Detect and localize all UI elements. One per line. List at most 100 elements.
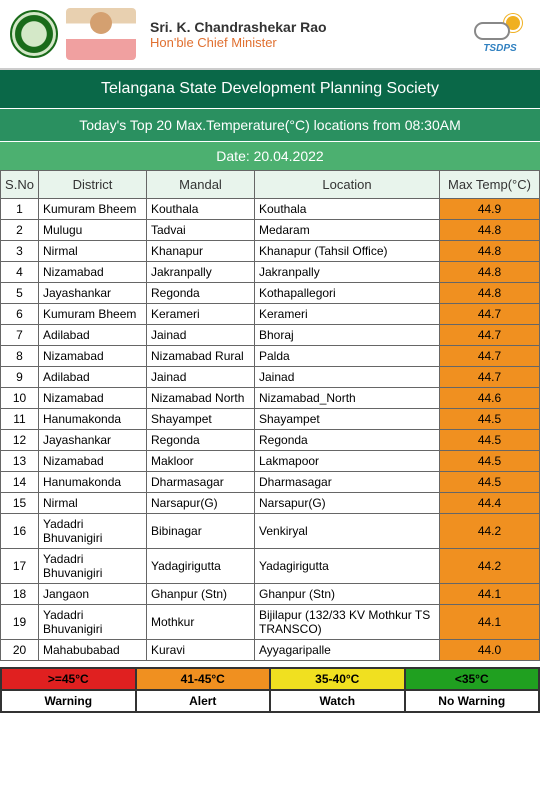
cell-district: Adilabad: [39, 367, 147, 388]
cell-location: Bhoraj: [255, 325, 440, 346]
legend-label: Alert: [136, 690, 271, 712]
cell-location: Palda: [255, 346, 440, 367]
cell-mandal: Khanapur: [147, 241, 255, 262]
temperature-table: S.No District Mandal Location Max Temp(°…: [0, 170, 540, 661]
cell-temp: 44.7: [440, 367, 540, 388]
cell-district: Mahabubabad: [39, 640, 147, 661]
cell-temp: 44.4: [440, 493, 540, 514]
cell-mandal: Nizamabad North: [147, 388, 255, 409]
cell-sno: 5: [1, 283, 39, 304]
cell-mandal: Narsapur(G): [147, 493, 255, 514]
legend-range: <35°C: [405, 668, 540, 690]
cell-district: Nizamabad: [39, 388, 147, 409]
cell-district: Jangaon: [39, 584, 147, 605]
cell-district: Yadadri Bhuvanigiri: [39, 549, 147, 584]
cell-temp: 44.8: [440, 262, 540, 283]
cell-temp: 44.8: [440, 220, 540, 241]
cell-sno: 20: [1, 640, 39, 661]
cell-district: Nirmal: [39, 493, 147, 514]
cell-temp: 44.8: [440, 283, 540, 304]
cell-sno: 9: [1, 367, 39, 388]
cell-location: Bijilapur (132/33 KV Mothkur TS TRANSCO): [255, 605, 440, 640]
cell-temp: 44.7: [440, 346, 540, 367]
cell-sno: 18: [1, 584, 39, 605]
cell-sno: 14: [1, 472, 39, 493]
cell-location: Khanapur (Tahsil Office): [255, 241, 440, 262]
cell-mandal: Makloor: [147, 451, 255, 472]
col-district: District: [39, 171, 147, 199]
cell-mandal: Yadagirigutta: [147, 549, 255, 584]
cell-district: Jayashankar: [39, 283, 147, 304]
table-row: 17Yadadri BhuvanigiriYadagiriguttaYadagi…: [1, 549, 540, 584]
table-row: 13NizamabadMakloorLakmapoor44.5: [1, 451, 540, 472]
cell-location: Jainad: [255, 367, 440, 388]
cell-mandal: Jakranpally: [147, 262, 255, 283]
cell-sno: 7: [1, 325, 39, 346]
cell-location: Nizamabad_North: [255, 388, 440, 409]
cell-district: Kumuram Bheem: [39, 199, 147, 220]
cell-district: Nizamabad: [39, 262, 147, 283]
date-banner: Date: 20.04.2022: [0, 141, 540, 170]
legend-label: Warning: [1, 690, 136, 712]
legend-range: 41-45°C: [136, 668, 271, 690]
table-row: 8NizamabadNizamabad RuralPalda44.7: [1, 346, 540, 367]
cell-location: Regonda: [255, 430, 440, 451]
cell-temp: 44.7: [440, 325, 540, 346]
cell-location: Yadagirigutta: [255, 549, 440, 584]
cell-district: Adilabad: [39, 325, 147, 346]
table-row: 15NirmalNarsapur(G)Narsapur(G)44.4: [1, 493, 540, 514]
cell-district: Yadadri Bhuvanigiri: [39, 605, 147, 640]
cell-mandal: Mothkur: [147, 605, 255, 640]
table-row: 18JangaonGhanpur (Stn)Ghanpur (Stn)44.1: [1, 584, 540, 605]
cell-mandal: Tadvai: [147, 220, 255, 241]
table-row: 10NizamabadNizamabad NorthNizamabad_Nort…: [1, 388, 540, 409]
cell-district: Mulugu: [39, 220, 147, 241]
cell-location: Narsapur(G): [255, 493, 440, 514]
cell-temp: 44.5: [440, 430, 540, 451]
cell-mandal: Regonda: [147, 283, 255, 304]
title-banner: Today's Top 20 Max.Temperature(°C) locat…: [0, 108, 540, 141]
cell-mandal: Nizamabad Rural: [147, 346, 255, 367]
cell-mandal: Kuravi: [147, 640, 255, 661]
cell-location: Medaram: [255, 220, 440, 241]
cell-temp: 44.1: [440, 584, 540, 605]
cell-temp: 44.7: [440, 304, 540, 325]
cell-temp: 44.8: [440, 241, 540, 262]
cell-location: Ayyagaripalle: [255, 640, 440, 661]
table-row: 7AdilabadJainadBhoraj44.7: [1, 325, 540, 346]
table-row: 1Kumuram BheemKouthalaKouthala44.9: [1, 199, 540, 220]
cell-location: Ghanpur (Stn): [255, 584, 440, 605]
cell-district: Hanumakonda: [39, 472, 147, 493]
cell-temp: 44.1: [440, 605, 540, 640]
table-row: 9AdilabadJainadJainad44.7: [1, 367, 540, 388]
cell-sno: 3: [1, 241, 39, 262]
legend-range: >=45°C: [1, 668, 136, 690]
cell-location: Shayampet: [255, 409, 440, 430]
table-row: 11HanumakondaShayampetShayampet44.5: [1, 409, 540, 430]
legend-range: 35-40°C: [270, 668, 405, 690]
cm-name: Sri. K. Chandrashekar Rao: [150, 19, 462, 35]
table-header-row: S.No District Mandal Location Max Temp(°…: [1, 171, 540, 199]
cell-location: Dharmasagar: [255, 472, 440, 493]
cell-district: Kumuram Bheem: [39, 304, 147, 325]
cell-sno: 6: [1, 304, 39, 325]
cell-sno: 1: [1, 199, 39, 220]
legend-label: No Warning: [405, 690, 540, 712]
table-row: 14HanumakondaDharmasagarDharmasagar44.5: [1, 472, 540, 493]
col-location: Location: [255, 171, 440, 199]
cell-sno: 8: [1, 346, 39, 367]
cell-sno: 13: [1, 451, 39, 472]
cell-temp: 44.5: [440, 451, 540, 472]
col-mandal: Mandal: [147, 171, 255, 199]
col-maxtemp: Max Temp(°C): [440, 171, 540, 199]
cell-location: Venkiryal: [255, 514, 440, 549]
cell-temp: 44.5: [440, 409, 540, 430]
cell-location: Kerameri: [255, 304, 440, 325]
cell-location: Kouthala: [255, 199, 440, 220]
table-row: 3NirmalKhanapurKhanapur (Tahsil Office)4…: [1, 241, 540, 262]
cell-mandal: Jainad: [147, 367, 255, 388]
cell-district: Hanumakonda: [39, 409, 147, 430]
table-row: 12JayashankarRegondaRegonda44.5: [1, 430, 540, 451]
table-row: 4NizamabadJakranpallyJakranpally44.8: [1, 262, 540, 283]
table-row: 6Kumuram BheemKerameriKerameri44.7: [1, 304, 540, 325]
